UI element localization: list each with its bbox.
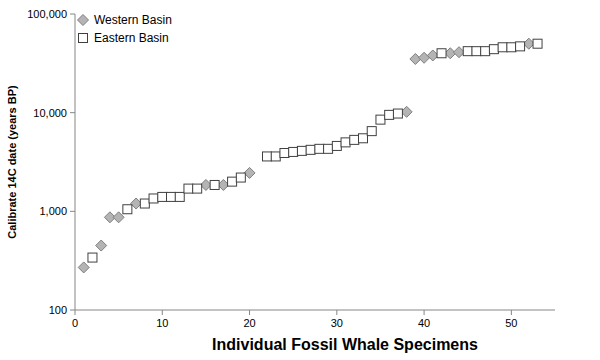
- y-tick: [70, 310, 75, 311]
- point: [193, 184, 202, 193]
- x-axis-line: [75, 310, 555, 311]
- series-0: [78, 38, 534, 273]
- point: [393, 109, 402, 118]
- point: [306, 145, 315, 154]
- y-tick-label: 10,000: [33, 107, 67, 119]
- point: [385, 110, 394, 119]
- point: [332, 141, 341, 150]
- y-tick: [70, 211, 75, 212]
- point: [350, 135, 359, 144]
- point: [516, 42, 525, 51]
- x-tick: [424, 310, 425, 315]
- legend-label: Western Basin: [94, 13, 172, 27]
- point: [175, 192, 184, 201]
- point: [297, 146, 306, 155]
- point: [123, 205, 132, 214]
- point: [96, 240, 107, 251]
- legend-label: Eastern Basin: [94, 31, 169, 45]
- point: [228, 177, 237, 186]
- chart-svg: 100 1,000 10,000 100,000 0 10 20 30 40 50 Individu…: [0, 0, 600, 360]
- point: [289, 147, 298, 156]
- x-tick-label: 50: [505, 317, 517, 329]
- point: [472, 47, 481, 56]
- point: [263, 152, 272, 161]
- legend-marker: [79, 34, 88, 43]
- point: [489, 45, 498, 54]
- point: [271, 152, 280, 161]
- y-tick: [70, 14, 75, 15]
- point: [210, 180, 219, 189]
- point: [315, 144, 324, 153]
- series-1: [88, 39, 542, 262]
- x-tick-label: 20: [243, 317, 255, 329]
- point: [88, 253, 97, 262]
- y-tick-label: 100: [49, 304, 67, 316]
- y-tick-label: 100,000: [27, 8, 67, 20]
- plot-marks: [78, 38, 542, 273]
- x-tick: [75, 310, 76, 315]
- y-axis-label: Calibrate 14C date (years BP): [6, 85, 18, 239]
- point: [140, 199, 149, 208]
- point: [149, 194, 158, 203]
- point: [236, 173, 245, 182]
- point: [184, 184, 193, 193]
- point: [481, 47, 490, 56]
- x-tick: [511, 310, 512, 315]
- x-tick-label: 10: [156, 317, 168, 329]
- point: [359, 134, 368, 143]
- x-tick-label: 40: [418, 317, 430, 329]
- x-tick: [162, 310, 163, 315]
- point: [498, 43, 507, 52]
- y-tick: [70, 112, 75, 113]
- legend: Western Basin Eastern Basin: [78, 13, 172, 45]
- y-tick-label: 1,000: [39, 205, 67, 217]
- x-tick-label: 30: [331, 317, 343, 329]
- x-tick: [336, 310, 337, 315]
- legend-marker: [78, 15, 89, 26]
- point: [167, 192, 176, 201]
- point: [376, 115, 385, 124]
- x-tick-label: 0: [72, 317, 78, 329]
- point: [507, 43, 516, 52]
- point: [341, 138, 350, 147]
- point: [419, 52, 430, 63]
- y-axis-line: [75, 14, 76, 310]
- point: [533, 39, 542, 48]
- chart-container: 100 1,000 10,000 100,000 0 10 20 30 40 50 Individu…: [0, 0, 600, 360]
- point: [437, 49, 446, 58]
- x-axis-label: Individual Fossil Whale Specimens: [212, 336, 478, 353]
- point: [367, 127, 376, 136]
- x-tick: [249, 310, 250, 315]
- point: [280, 149, 289, 158]
- point: [158, 192, 167, 201]
- point: [78, 262, 89, 273]
- point: [324, 144, 333, 153]
- point: [463, 47, 472, 56]
